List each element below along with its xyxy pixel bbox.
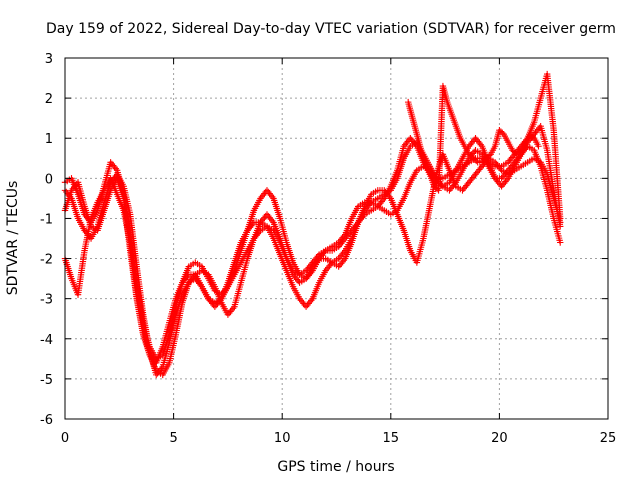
y-tick-label: 2 (45, 92, 53, 107)
x-axis-tick-labels: 0 5 10 15 20 25 (61, 431, 616, 446)
y-tick-label: 0 (45, 172, 53, 187)
axis-ticks (64, 57, 609, 420)
y-tick-label: -3 (40, 293, 53, 308)
plot-frame (64, 57, 609, 420)
data-point (557, 219, 564, 226)
x-tick-label: 15 (383, 431, 400, 446)
y-tick-label: -5 (40, 373, 53, 388)
series-track-1 (61, 70, 564, 367)
x-tick-label: 10 (274, 431, 291, 446)
y-tick-label: -2 (40, 253, 53, 268)
x-tick-label: 5 (169, 431, 177, 446)
data-point (473, 157, 480, 165)
chart-title: Day 159 of 2022, Sidereal Day-to-day VTE… (46, 21, 616, 37)
x-axis-label: GPS time / hours (277, 459, 394, 475)
data-point (535, 143, 542, 150)
data-point (529, 133, 536, 141)
y-tick-label: -4 (40, 333, 53, 348)
y-tick-label: -1 (40, 212, 53, 227)
y-tick-label: 3 (45, 52, 53, 67)
data-point (516, 148, 523, 155)
y-tick-label: -6 (40, 413, 53, 428)
data-points (61, 70, 564, 379)
data-point (557, 239, 564, 246)
x-tick-label: 25 (600, 431, 617, 446)
y-axis-label: SDTVAR / TECUs (5, 181, 21, 296)
x-tick-label: 20 (491, 431, 508, 446)
series-track-5 (404, 82, 542, 194)
series-track-4 (61, 151, 564, 379)
x-tick-label: 0 (61, 431, 69, 446)
data-point (499, 129, 506, 137)
data-point (486, 152, 493, 159)
y-axis-tick-labels: -6 -5 -4 -3 -2 -1 0 1 2 3 (40, 52, 53, 428)
grid-lines (65, 58, 608, 419)
y-tick-label: 1 (45, 132, 53, 147)
